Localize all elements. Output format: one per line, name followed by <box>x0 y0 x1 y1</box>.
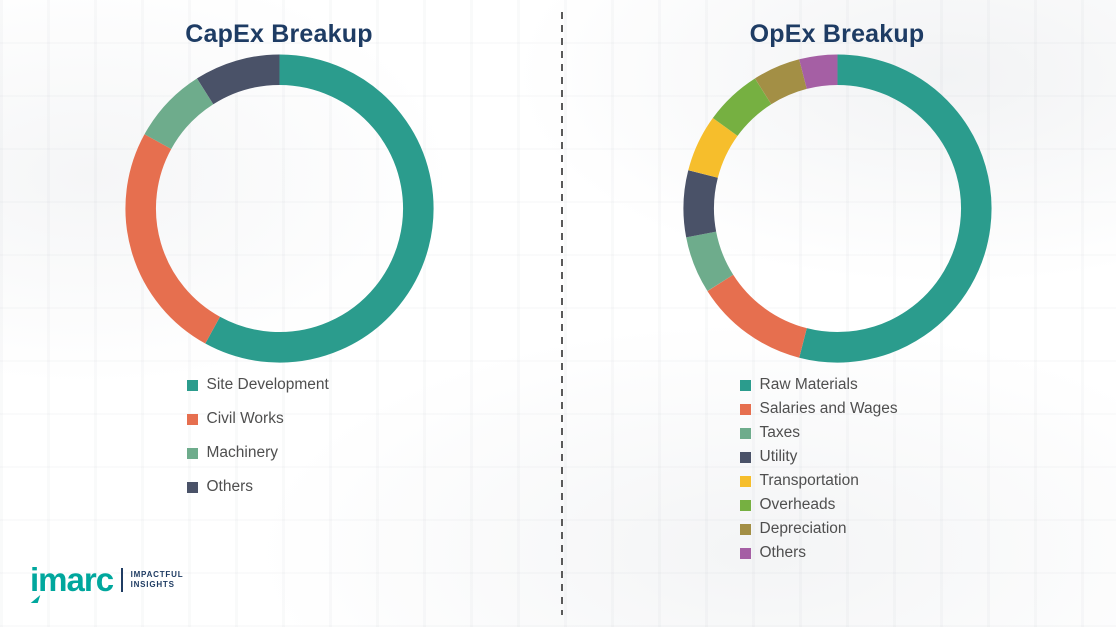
legend-swatch <box>186 379 198 391</box>
legend-label: Overheads <box>759 496 836 513</box>
legend-swatch <box>739 403 751 415</box>
capex-legend: Site Development Civil Works Machinery Othe… <box>186 376 372 496</box>
legend-item: Salaries and Wages <box>739 400 935 418</box>
legend-item: Transportation <box>739 472 935 490</box>
legend-swatch <box>739 427 751 439</box>
legend-swatch <box>739 379 751 391</box>
imarc-logo-text: imarc <box>30 561 114 598</box>
imarc-tagline: IMPACTFUL INSIGHTS <box>130 569 184 589</box>
dashed-divider-line <box>561 12 563 615</box>
donut-segment-overheads <box>712 78 772 137</box>
legend-label: Others <box>759 544 807 561</box>
legend-swatch <box>739 523 751 535</box>
legend-swatch <box>186 481 198 493</box>
donut-segment-others <box>196 54 280 105</box>
donut-segment-machinery <box>144 78 214 150</box>
imarc-logo-arrow-icon <box>30 595 41 603</box>
legend-item: Site Development <box>186 376 372 394</box>
legend-swatch <box>186 447 198 459</box>
legend-label: Civil Works <box>206 410 284 427</box>
legend-swatch <box>739 451 751 463</box>
donut-segment-civil-works <box>124 134 220 344</box>
opex-legend: Raw Materials Salaries and Wages Taxes Util… <box>739 376 935 562</box>
tagline-impactful: IMPACTFUL <box>130 569 184 579</box>
legend-swatch <box>739 475 751 487</box>
legend-label: Others <box>206 478 254 495</box>
donut-segment-others <box>798 54 838 89</box>
legend-label: Raw Materials <box>759 376 858 393</box>
legend-label: Depreciation <box>759 520 847 537</box>
legend-item: Utility <box>739 448 935 466</box>
legend-label: Site Development <box>206 376 329 393</box>
legend-item: Others <box>739 544 935 562</box>
donut-segment-depreciation <box>754 59 807 105</box>
legend-item: Others <box>186 478 372 496</box>
legend-swatch <box>739 499 751 511</box>
legend-item: Taxes <box>739 424 935 442</box>
legend-swatch <box>739 547 751 559</box>
donut-segment-taxes <box>685 231 733 292</box>
opex-donut-chart <box>682 54 992 363</box>
donut-segment-salaries-and-wages <box>706 274 807 358</box>
legend-label: Utility <box>759 448 798 465</box>
capex-panel: CapEx Breakup Site Development Civil Work… <box>0 0 558 496</box>
legend-item: Raw Materials <box>739 376 935 394</box>
donut-segment-site-development <box>204 54 433 363</box>
opex-title: OpEx Breakup <box>749 20 925 48</box>
legend-item: Overheads <box>739 496 935 514</box>
opex-panel: OpEx Breakup Raw Materials Salaries and W… <box>558 0 1116 562</box>
imarc-logo-mark: imarc <box>30 561 114 603</box>
imarc-logo: imarc IMPACTFUL INSIGHTS <box>30 561 184 603</box>
capex-donut-chart <box>124 54 433 363</box>
legend-label: Transportation <box>759 472 859 489</box>
capex-title: CapEx Breakup <box>185 20 373 48</box>
tagline-insights: INSIGHTS <box>130 579 175 589</box>
legend-item: Depreciation <box>739 520 935 538</box>
legend-label: Salaries and Wages <box>759 400 898 417</box>
donut-segment-utility <box>682 170 718 238</box>
legend-swatch <box>186 413 198 425</box>
legend-label: Taxes <box>759 424 801 441</box>
donut-segment-raw-materials <box>798 54 992 363</box>
legend-item: Civil Works <box>186 410 372 428</box>
donut-segment-transportation <box>687 117 738 179</box>
legend-item: Machinery <box>186 444 372 462</box>
logo-separator <box>121 567 123 592</box>
legend-label: Machinery <box>206 444 279 461</box>
